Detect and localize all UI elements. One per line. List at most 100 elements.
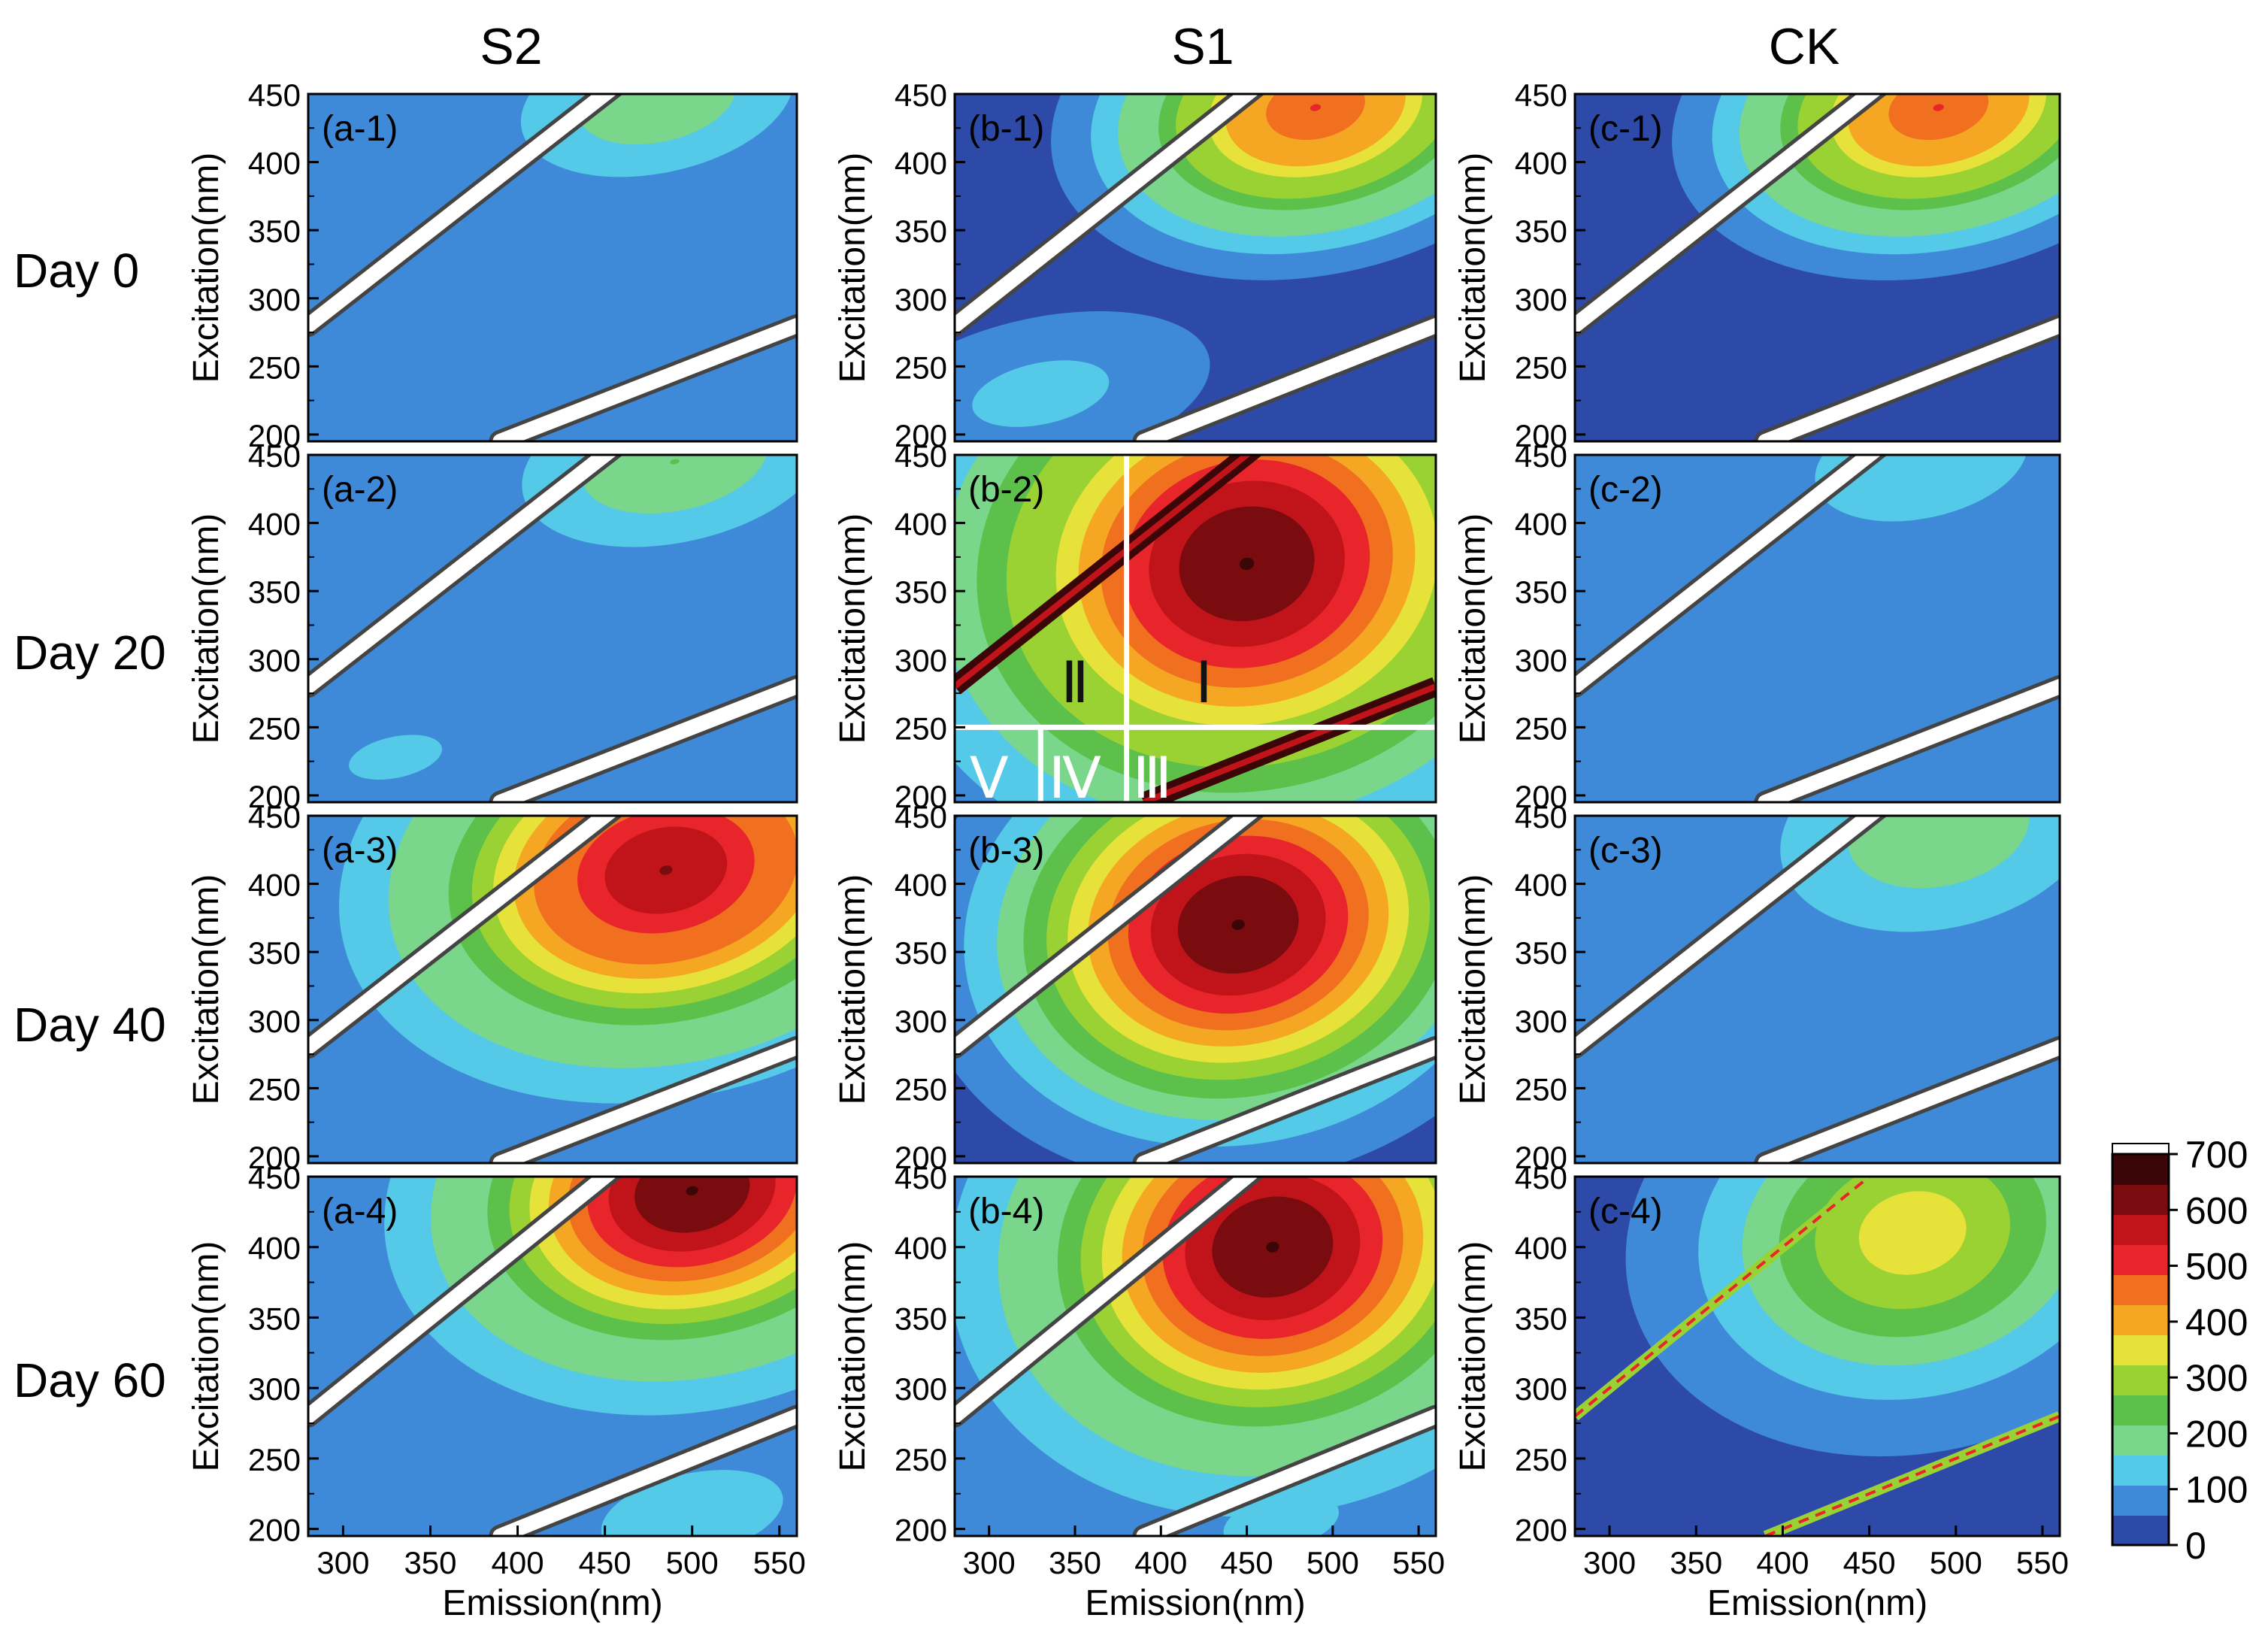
y-axis-title: Excitation(nm) <box>833 874 873 1105</box>
y-tick-label: 450 <box>248 438 301 474</box>
region-label-4: Ⅳ <box>1049 747 1101 810</box>
scatter-line-first-order <box>308 455 617 694</box>
y-tick-label: 350 <box>248 214 301 249</box>
main-peak-contour <box>1916 459 1926 465</box>
y-tick-label: 350 <box>895 214 947 249</box>
y-axis-title: Excitation(nm) <box>833 1241 873 1472</box>
row-title-day20: Day 20 <box>14 626 166 680</box>
panel-a-3: (a-3) 200 250 300 350 400 450 Excitation(nm) <box>186 799 798 1175</box>
y-axis-title: Excitation(nm) <box>833 514 873 744</box>
panel-label: (a-3) <box>322 831 398 871</box>
secondary-peak-contour <box>392 756 399 759</box>
colorbar-tick-label: 300 <box>2185 1357 2248 1399</box>
y-tick-label: 250 <box>248 1071 301 1107</box>
x-tick-label: 500 <box>1307 1545 1359 1580</box>
x-tick-label: 300 <box>316 1545 369 1580</box>
colorbar: 0 100 200 300 400 500 600 700 <box>2111 1134 2248 1567</box>
scatter-line-first-order <box>955 816 1259 1055</box>
x-tick-label: 350 <box>1670 1545 1722 1580</box>
scatter-line-second-order <box>1758 1040 2060 1163</box>
scatter-line-second-order <box>492 679 797 802</box>
y-tick-label: 300 <box>895 643 947 678</box>
y-tick-label: 350 <box>1515 214 1567 249</box>
y-tick-label: 300 <box>1515 1004 1567 1039</box>
panel-plot-area <box>308 455 797 802</box>
y-tick-label: 300 <box>248 1371 301 1407</box>
main-peak-contour <box>659 865 673 875</box>
y-tick-label: 200 <box>248 1513 301 1548</box>
colorbar-tick-label: 400 <box>2185 1301 2248 1344</box>
scatter-line-second-order <box>492 318 797 441</box>
y-tick-label: 200 <box>1515 1513 1567 1548</box>
y-axis-title: Excitation(nm) <box>833 153 873 383</box>
panel-label: (c-3) <box>1588 831 1663 871</box>
panel-c-1: (c-1) 200 250 300 350 400 450 Excitation(nm) <box>1453 77 2061 453</box>
x-tick-label: 550 <box>2016 1545 2069 1580</box>
y-tick-label: 250 <box>895 1442 947 1477</box>
scatter-line-second-order <box>1136 1040 1436 1163</box>
main-peak-contour <box>1933 104 1944 111</box>
y-axis-title: Excitation(nm) <box>1453 153 1493 383</box>
x-tick-label: 500 <box>666 1545 719 1580</box>
panel-plot-area <box>955 1177 1436 1536</box>
y-tick-label: 450 <box>1515 77 1567 113</box>
x-tick-label: 400 <box>492 1545 544 1580</box>
region-label-1: Ⅰ <box>1195 652 1212 715</box>
y-tick-label: 450 <box>895 77 947 113</box>
y-tick-label: 450 <box>248 799 301 835</box>
y-tick-label: 250 <box>248 1442 301 1477</box>
y-tick-label: 450 <box>895 1160 947 1195</box>
y-tick-label: 350 <box>1515 935 1567 971</box>
x-tick-label: 350 <box>1049 1545 1101 1580</box>
scatter-line-first-order <box>955 94 1259 333</box>
secondary-peak-contour <box>1037 392 1044 395</box>
panel-label: (b-4) <box>968 1192 1044 1232</box>
y-tick-label: 400 <box>1515 146 1567 181</box>
panel-label: (c-1) <box>1588 109 1663 149</box>
y-axis-title: Excitation(nm) <box>186 874 226 1105</box>
panel-label: (b-1) <box>968 109 1044 149</box>
scatter-line-second-order-core <box>1142 683 1436 802</box>
x-axis-title: Emission(nm) <box>1707 1583 1927 1623</box>
y-tick-label: 400 <box>895 507 947 542</box>
y-tick-label: 450 <box>1515 1160 1567 1195</box>
colorbar-tick-label: 200 <box>2185 1413 2248 1455</box>
row-title-day60: Day 60 <box>14 1353 166 1407</box>
column-title-ck: CK <box>1769 18 1840 75</box>
y-tick-label: 250 <box>895 1071 947 1107</box>
scatter-line-second-order <box>1763 1411 2060 1536</box>
y-tick-label: 300 <box>248 1004 301 1039</box>
y-tick-label: 200 <box>895 779 947 814</box>
main-peak-contour <box>1239 557 1255 571</box>
y-axis-title: Excitation(nm) <box>1453 514 1493 744</box>
panel-plot-area <box>1575 1177 2060 1536</box>
y-tick-label: 450 <box>1515 799 1567 835</box>
y-tick-label: 400 <box>248 1231 301 1266</box>
colorbar-frame <box>2111 1153 2170 1547</box>
colorbar-segment <box>2112 1244 2169 1275</box>
main-peak-contour <box>670 459 680 465</box>
main-peak-contour <box>1933 826 1944 833</box>
colorbar-tick-label: 100 <box>2185 1469 2248 1511</box>
y-axis-title: Excitation(nm) <box>186 153 226 383</box>
panel-frame <box>1573 814 2061 1165</box>
scatter-line-first-order <box>1575 94 1882 333</box>
scatter-line-first-order-core <box>1575 1177 1872 1418</box>
y-tick-label: 300 <box>1515 643 1567 678</box>
y-tick-label: 300 <box>895 282 947 317</box>
y-tick-label: 350 <box>248 935 301 971</box>
y-axis-title: Excitation(nm) <box>186 514 226 744</box>
panel-c-2: (c-2) 200 250 300 350 400 450 Excitation(nm) <box>1453 438 2061 814</box>
region-label-3: Ⅲ <box>1133 747 1172 810</box>
y-axis-title: Excitation(nm) <box>1453 874 1493 1105</box>
panel-label: (a-4) <box>322 1192 398 1232</box>
y-tick-label: 450 <box>895 438 947 474</box>
row-title-day40: Day 40 <box>14 998 166 1052</box>
x-tick-label: 550 <box>753 1545 806 1580</box>
colorbar-segment <box>2112 1365 2169 1395</box>
scatter-line-first-order <box>955 1177 1259 1424</box>
y-tick-label: 350 <box>248 1301 301 1336</box>
y-tick-label: 350 <box>248 574 301 610</box>
